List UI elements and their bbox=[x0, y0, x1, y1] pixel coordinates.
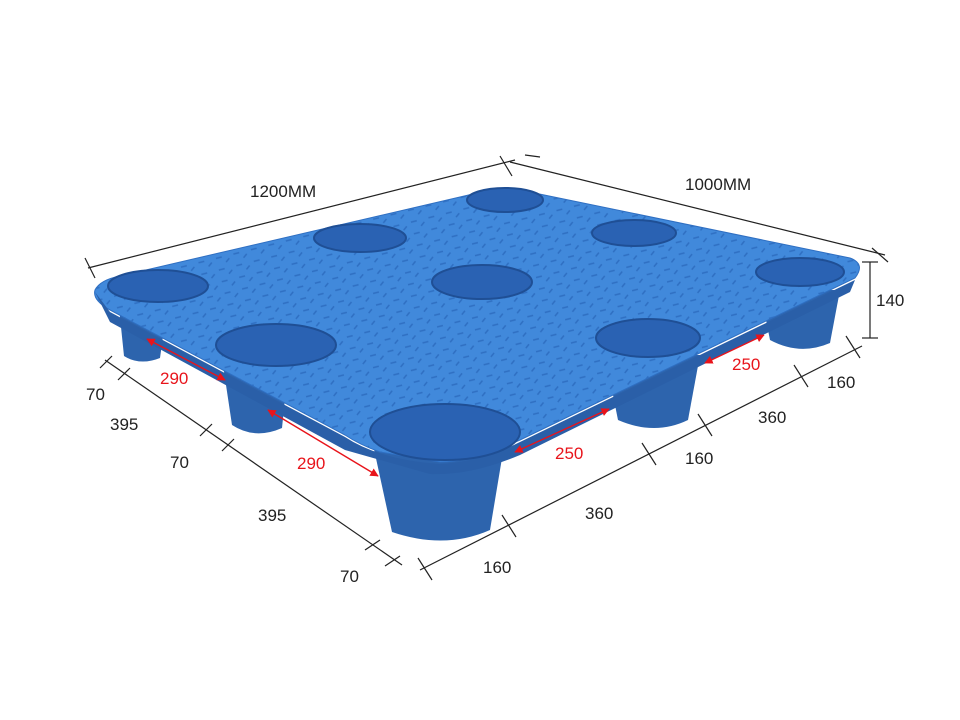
right-dim-4: 360 bbox=[758, 408, 786, 427]
left-dim-3: 70 bbox=[170, 453, 189, 472]
socket-hole bbox=[313, 223, 407, 253]
length-label: 1200MM bbox=[250, 182, 316, 201]
right-dim-1: 160 bbox=[483, 558, 511, 577]
socket-hole bbox=[107, 269, 209, 303]
socket-hole bbox=[369, 403, 521, 461]
overall-dimension-lines bbox=[84, 154, 889, 339]
left-dim-1: 70 bbox=[86, 385, 105, 404]
socket-hole bbox=[431, 264, 533, 300]
height-label: 140 bbox=[876, 291, 904, 310]
clearance-arrows bbox=[146, 334, 765, 477]
clearance-left-2: 290 bbox=[297, 454, 325, 473]
socket-hole bbox=[755, 257, 845, 287]
right-dim-2: 360 bbox=[585, 504, 613, 523]
socket-hole bbox=[591, 219, 677, 247]
clearance-right-2: 250 bbox=[732, 355, 760, 374]
socket-hole bbox=[466, 187, 544, 213]
right-dim-3: 160 bbox=[685, 449, 713, 468]
right-dim-5: 160 bbox=[827, 373, 855, 392]
left-dim-4: 395 bbox=[258, 506, 286, 525]
socket-hole bbox=[215, 323, 337, 367]
left-dim-2: 395 bbox=[110, 415, 138, 434]
left-dimension-chain bbox=[99, 355, 403, 567]
right-dimension-chain bbox=[417, 335, 863, 581]
clearance-left-1: 290 bbox=[160, 369, 188, 388]
width-label: 1000MM bbox=[685, 175, 751, 194]
socket-hole bbox=[595, 318, 701, 358]
leg-sockets bbox=[107, 187, 845, 461]
clearance-right-1: 250 bbox=[555, 444, 583, 463]
left-dim-5: 70 bbox=[340, 567, 359, 586]
